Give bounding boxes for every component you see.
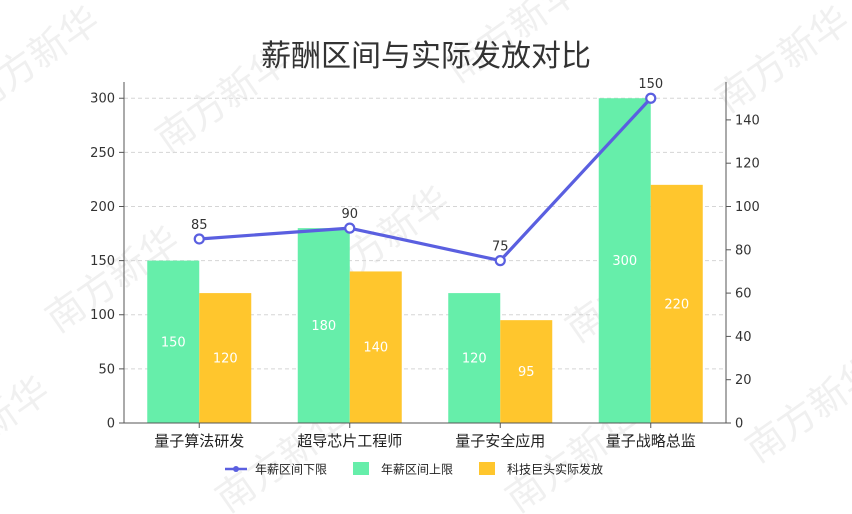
right-axis-tick-label: 40 [735, 330, 752, 345]
right-axis-tick-label: 100 [735, 200, 760, 215]
bar [500, 320, 553, 423]
left-axis-tick-label: 0 [107, 417, 115, 432]
legend-label: 科技巨头实际发放 [507, 462, 603, 477]
bar-value-label: 95 [518, 365, 535, 380]
line-point [193, 233, 205, 245]
legend-swatch [479, 462, 495, 475]
bar-value-label: 300 [612, 254, 637, 269]
bar-value-label: 220 [664, 297, 689, 312]
line-point [645, 92, 657, 104]
line-value-label: 90 [341, 207, 358, 222]
x-axis-tick-label: 量子战略总监 [606, 432, 696, 450]
right-axis-tick-label: 80 [735, 243, 752, 258]
line-point [494, 255, 506, 267]
legend-item: 科技巨头实际发放 [479, 462, 603, 477]
line-layer [193, 92, 657, 267]
bar [349, 271, 402, 423]
right-axis-tick-label: 0 [735, 417, 743, 432]
left-axis-tick-label: 100 [90, 308, 115, 323]
legend-label: 年薪区间上限 [381, 463, 453, 477]
legend-swatch [353, 462, 369, 475]
line-value-label: 75 [492, 240, 509, 255]
right-axis-tick-label: 20 [735, 373, 752, 388]
x-axis-tick-label: 超导芯片工程师 [297, 432, 402, 450]
bar [199, 293, 252, 423]
left-axis-tick-label: 300 [90, 92, 115, 107]
bar [650, 184, 703, 423]
right-axis-tick-label: 120 [735, 157, 760, 172]
series-line [199, 97, 652, 263]
left-axis-tick-label: 50 [98, 362, 115, 377]
line-value-label: 150 [638, 77, 663, 92]
bar-value-label: 180 [311, 319, 336, 334]
bar-value-label: 120 [462, 352, 487, 367]
bar [448, 293, 501, 423]
bar-value-label: 120 [213, 352, 238, 367]
x-axis-tick-label: 量子安全应用 [455, 432, 545, 450]
left-axis-tick-label: 150 [90, 254, 115, 269]
bar [297, 228, 350, 423]
x-axis-tick-label: 量子算法研发 [154, 432, 244, 450]
watermark-text: 南方新华 [708, 0, 852, 121]
bars-layer [147, 98, 703, 423]
axes-layer: 0 50 100 150 200 250 300 0 20 40 60 80 100 120 140 量子算法… [90, 82, 760, 450]
legend-item: 年薪区间下限 [225, 463, 327, 477]
line-point [344, 222, 356, 234]
legend-item: 年薪区间上限 [353, 462, 453, 477]
labels-layer: 150 120 180 140 120 95 300 220 85 90 75 150 [161, 77, 689, 380]
left-axis-tick-label: 250 [90, 146, 115, 161]
watermark-text: 南方新华 [0, 368, 57, 491]
bar [147, 260, 200, 423]
bar [598, 98, 651, 423]
right-axis-tick-label: 60 [735, 287, 752, 302]
legend-marker [233, 466, 239, 472]
left-axis-tick-label: 200 [90, 200, 115, 215]
bar-value-label: 150 [161, 335, 186, 350]
watermark-text: 南方新华 [738, 348, 852, 471]
right-axis-tick-label: 140 [735, 113, 760, 128]
bar-value-label: 140 [363, 341, 388, 356]
line-value-label: 85 [191, 218, 208, 233]
legend-label: 年薪区间下限 [255, 463, 327, 477]
chart-title: 薪酬区间与实际发放对比 [261, 39, 591, 74]
legend: 年薪区间下限 年薪区间上限 科技巨头实际发放 [225, 462, 603, 477]
